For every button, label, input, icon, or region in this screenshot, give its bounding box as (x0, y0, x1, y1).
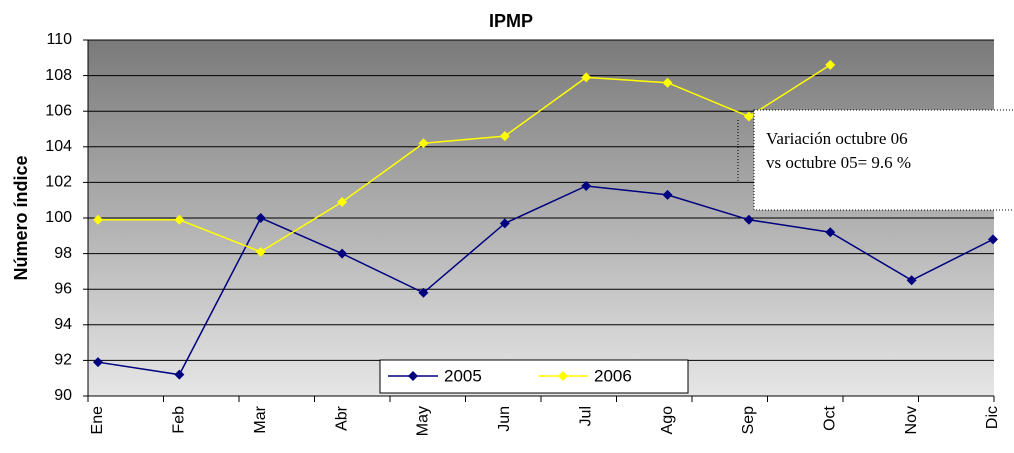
x-tick-label: Jun (496, 406, 513, 432)
legend-label: 2006 (594, 366, 632, 385)
point (418, 138, 429, 149)
y-tick-label: 110 (46, 31, 72, 48)
point (743, 214, 754, 225)
point (825, 227, 836, 238)
y-tick-label: 92 (54, 352, 72, 369)
x-tick-label: May (415, 406, 432, 436)
legend-marker (408, 371, 418, 381)
annotation-text: vs octubre 05= 9.6 % (766, 153, 911, 172)
x-tick-label: Mar (252, 405, 269, 433)
y-tick-label: 90 (54, 387, 72, 404)
point (988, 234, 998, 245)
point (743, 111, 754, 122)
legend-label: 2005 (444, 366, 482, 385)
x-tick-label: Ago (659, 406, 676, 435)
point (93, 357, 103, 368)
x-tick-label: Abr (333, 405, 350, 431)
x-tick-label: Oct (821, 405, 838, 430)
series-line (97, 185, 994, 376)
y-tick-label: 100 (45, 209, 72, 226)
point (93, 214, 103, 225)
y-tick-label: 108 (45, 67, 72, 84)
point (255, 213, 266, 223)
x-tick-label: Jul (577, 406, 594, 426)
y-tick-label: 106 (45, 102, 72, 119)
y-tick-label: 96 (54, 280, 72, 297)
point (255, 246, 266, 257)
y-tick-label: 94 (54, 316, 72, 333)
point (662, 189, 673, 200)
x-tick-label: Dic (984, 406, 1001, 429)
x-tick-label: Ene (89, 406, 106, 435)
point (418, 287, 429, 298)
point (499, 131, 510, 142)
y-axis-title: Número índice (11, 155, 31, 280)
series-line (98, 64, 831, 253)
point (825, 59, 836, 70)
annotation-text: Variación octubre 06 (766, 129, 908, 148)
point (581, 180, 592, 191)
point (581, 72, 592, 83)
x-tick-label: Feb (171, 406, 188, 434)
x-tick-label: Sep (740, 406, 757, 435)
point (174, 214, 185, 225)
x-tick-label: Nov (903, 406, 920, 434)
point (906, 275, 917, 286)
point (174, 369, 185, 380)
point (662, 77, 673, 88)
y-tick-label: 98 (54, 245, 72, 262)
y-tick-label: 102 (45, 174, 72, 191)
legend-marker (558, 371, 568, 381)
point (337, 248, 348, 259)
y-tick-label: 104 (45, 138, 72, 155)
chart-title: IPMP (489, 11, 533, 31)
annotation-box (753, 109, 1014, 211)
point (499, 218, 510, 229)
point (337, 196, 348, 207)
